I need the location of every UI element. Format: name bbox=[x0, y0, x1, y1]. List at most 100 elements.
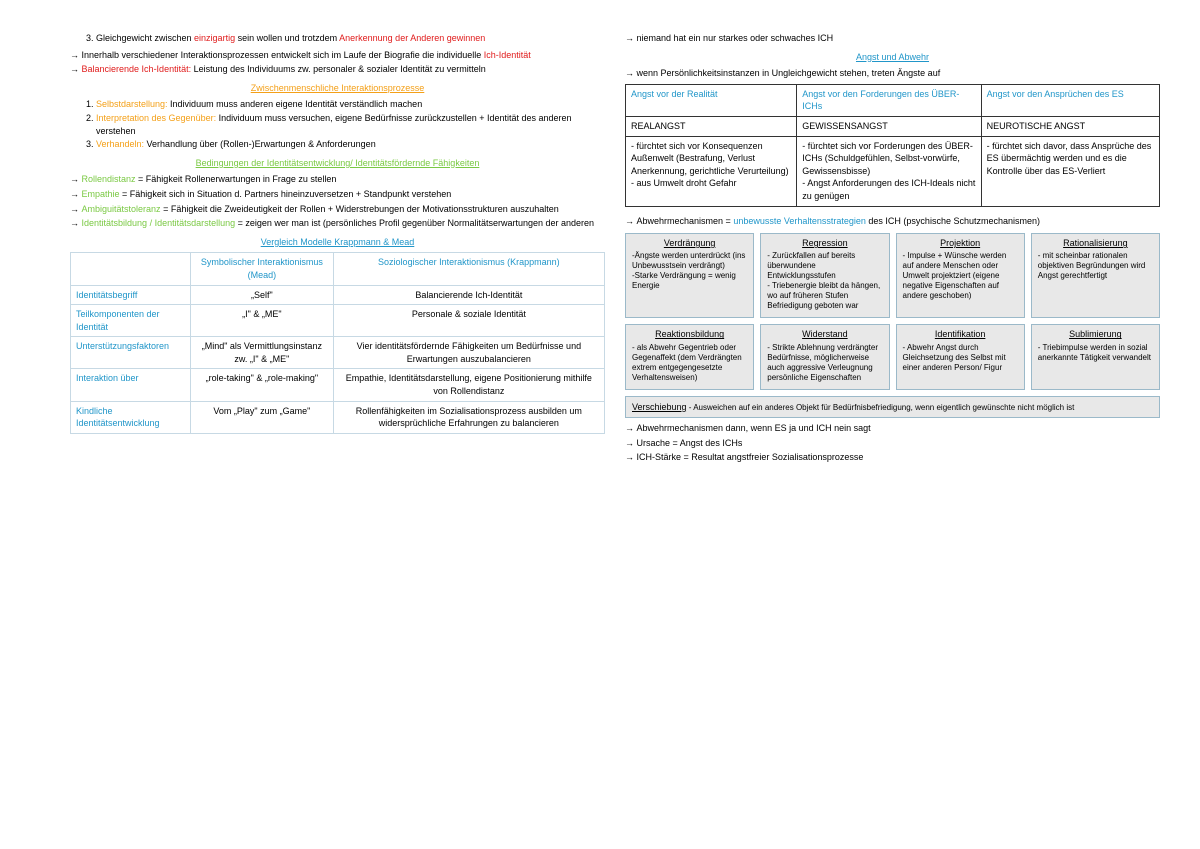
term: Interpretation des Gegenüber: bbox=[96, 113, 216, 123]
table-cell: Vom „Play" zum „Game" bbox=[190, 401, 333, 433]
bullet-line: Rollendistanz = Fähigkeit Rollenerwartun… bbox=[70, 173, 605, 186]
text: ICH-Stärke = Resultat angstfreier Sozial… bbox=[637, 452, 864, 462]
term: Identitätsbildung / Identitätsdarstellun… bbox=[82, 218, 236, 228]
table-cell: Balancierende Ich-Identität bbox=[333, 285, 604, 305]
mechanism-body: - Triebimpulse werden in sozial anerkann… bbox=[1038, 343, 1153, 363]
bullet-line: wenn Persönlichkeitsinstanzen in Ungleic… bbox=[625, 67, 1160, 80]
term: Rollendistanz bbox=[82, 174, 136, 184]
mechanism-title: Identifikation bbox=[903, 329, 1018, 340]
table-cell: Personale & soziale Identität bbox=[333, 305, 604, 337]
text: wenn Persönlichkeitsinstanzen in Ungleic… bbox=[637, 68, 941, 78]
text: sein wollen und trotzdem bbox=[235, 33, 339, 43]
table-row: Kindliche IdentitätsentwicklungVom „Play… bbox=[71, 401, 605, 433]
term: Empathie bbox=[82, 189, 120, 199]
bullet-line: Innerhalb verschiedener Interaktionsproz… bbox=[70, 49, 605, 62]
text: des ICH (psychische Schutzmechanismen) bbox=[866, 216, 1040, 226]
table-row: Identitätsbegriff„Self"Balancierende Ich… bbox=[71, 285, 605, 305]
table-cell: REALANGST bbox=[626, 116, 797, 136]
term: Ambiguitätstoleranz bbox=[82, 204, 161, 214]
table-cell: - fürchtet sich davor, dass Ansprüche de… bbox=[981, 136, 1159, 206]
text: = Fähigkeit sich in Situation d. Partner… bbox=[120, 189, 452, 199]
mechanism-title: Verschiebung bbox=[632, 402, 687, 412]
table-row: REALANGST GEWISSENSANGST NEUROTISCHE ANG… bbox=[626, 116, 1160, 136]
interaction-list: Selbstdarstellung: Individuum muss ander… bbox=[70, 98, 605, 150]
text: Abwehrmechanismen dann, wenn ES ja und I… bbox=[637, 423, 871, 433]
table-cell: „Self" bbox=[190, 285, 333, 305]
bullet-line: Abwehrmechanismen = unbewusste Verhalten… bbox=[625, 215, 1160, 228]
mechanism-title: Projektion bbox=[903, 238, 1018, 249]
mechanisms-grid: Verdrängung-Ängste werden unterdrückt (i… bbox=[625, 233, 1160, 390]
table-row: Interaktion über„role-taking" & „role-ma… bbox=[71, 369, 605, 401]
text: = zeigen wer man ist (persönliches Profi… bbox=[235, 218, 594, 228]
list-item: Verhandeln: Verhandlung über (Rollen-)Er… bbox=[96, 138, 605, 151]
heading-text: Bedingungen der Identitätsentwicklung/ I… bbox=[196, 158, 480, 168]
table-cell: „I" & „ME" bbox=[190, 305, 333, 337]
mechanism-box: Reaktionsbildung - als Abwehr Gegentrieb … bbox=[625, 324, 754, 389]
table-header: Angst vor den Ansprüchen des ES bbox=[981, 84, 1159, 116]
table-cell: GEWISSENSANGST bbox=[797, 116, 981, 136]
angst-table: Angst vor der Realität Angst vor den For… bbox=[625, 84, 1160, 207]
text: Verhandlung über (Rollen-)Erwartungen & … bbox=[144, 139, 376, 149]
mechanism-box: Widerstand- Strikte Ablehnung verdrängte… bbox=[760, 324, 889, 389]
list-item: Gleichgewicht zwischen einzigartig sein … bbox=[96, 32, 605, 45]
table-header: Angst vor der Realität bbox=[626, 84, 797, 116]
mechanism-title: Regression bbox=[767, 238, 882, 249]
text: Abwehrmechanismen = bbox=[637, 216, 734, 226]
row-label: Kindliche Identitätsentwicklung bbox=[71, 401, 191, 433]
row-label: Unterstützungsfaktoren bbox=[71, 337, 191, 369]
row-label: Teilkomponenten der Identität bbox=[71, 305, 191, 337]
heading-text: Angst und Abwehr bbox=[856, 52, 929, 62]
right-column: niemand hat ein nur starkes oder schwach… bbox=[625, 30, 1160, 466]
heading-text: Vergleich Modelle Krappmann & Mead bbox=[261, 237, 415, 247]
bullet-line: Balancierende Ich-Identität: Leistung de… bbox=[70, 63, 605, 76]
table-cell: NEUROTISCHE ANGST bbox=[981, 116, 1159, 136]
section-heading: Vergleich Modelle Krappmann & Mead bbox=[70, 236, 605, 249]
table-cell: Rollenfähigkeiten im Sozialisationsproze… bbox=[333, 401, 604, 433]
bullet-line: Ambiguitätstoleranz = Fähigkeit die Zwei… bbox=[70, 203, 605, 216]
mechanism-body: - als Abwehr Gegentrieb oder Gegenaffekt… bbox=[632, 343, 747, 383]
table-header: Soziologischer Interaktionismus (Krappma… bbox=[333, 253, 604, 285]
bullet-line: Abwehrmechanismen dann, wenn ES ja und I… bbox=[625, 422, 1160, 435]
row-label: Interaktion über bbox=[71, 369, 191, 401]
left-column: Gleichgewicht zwischen einzigartig sein … bbox=[70, 30, 605, 466]
term: Verhandeln: bbox=[96, 139, 144, 149]
heading-text: Zwischenmenschliche Interaktionsprozesse bbox=[251, 83, 425, 93]
comparison-table: Symbolischer Interaktionismus (Mead) Soz… bbox=[70, 252, 605, 434]
table-cell: Vier identitätsfördernde Fähigkeiten um … bbox=[333, 337, 604, 369]
highlight-text: einzigartig bbox=[194, 33, 235, 43]
table-header: Symbolischer Interaktionismus (Mead) bbox=[190, 253, 333, 285]
table-row: Unterstützungsfaktoren„Mind" als Vermitt… bbox=[71, 337, 605, 369]
mechanism-box: Regression- Zurückfallen auf bereits übe… bbox=[760, 233, 889, 318]
mechanism-box: Sublimierung- Triebimpulse werden in soz… bbox=[1031, 324, 1160, 389]
text: niemand hat ein nur starkes oder schwach… bbox=[637, 33, 834, 43]
text: Gleichgewicht zwischen bbox=[96, 33, 194, 43]
table-row: Teilkomponenten der Identität„I" & „ME"P… bbox=[71, 305, 605, 337]
text: Innerhalb verschiedener Interaktionsproz… bbox=[82, 50, 484, 60]
section-heading: Bedingungen der Identitätsentwicklung/ I… bbox=[70, 157, 605, 170]
mechanism-body: -Ängste werden unterdrückt (ins Unbewuss… bbox=[632, 251, 747, 291]
table-cell: - fürchtet sich vor Konsequenzen Außenwe… bbox=[626, 136, 797, 206]
table-header bbox=[71, 253, 191, 285]
table-header: Angst vor den Forderungen des ÜBER-ICHs bbox=[797, 84, 981, 116]
table-header-row: Symbolischer Interaktionismus (Mead) Soz… bbox=[71, 253, 605, 285]
text: Individuum muss anderen eigene Identität… bbox=[168, 99, 423, 109]
bullet-line: ICH-Stärke = Resultat angstfreier Sozial… bbox=[625, 451, 1160, 464]
mechanism-title: Reaktionsbildung bbox=[632, 329, 747, 340]
text: Leistung des Individuums zw. personaler … bbox=[191, 64, 486, 74]
mechanism-wide-box: Verschiebung - Ausweichen auf ein andere… bbox=[625, 396, 1160, 419]
bullet-line: Ursache = Angst des ICHs bbox=[625, 437, 1160, 450]
highlight-text: Ich-Identität bbox=[484, 50, 531, 60]
mechanism-body: - Abwehr Angst durch Gleichsetzung des S… bbox=[903, 343, 1018, 373]
mechanism-body: - Impulse + Wünsche werden auf andere Me… bbox=[903, 251, 1018, 301]
mechanism-body: - Strikte Ablehnung verdrängter Bedürfni… bbox=[767, 343, 882, 383]
table-header-row: Angst vor der Realität Angst vor den For… bbox=[626, 84, 1160, 116]
section-heading: Zwischenmenschliche Interaktionsprozesse bbox=[70, 82, 605, 95]
bullet-line: niemand hat ein nur starkes oder schwach… bbox=[625, 32, 1160, 45]
section-heading: Angst und Abwehr bbox=[625, 51, 1160, 64]
table-cell: Empathie, Identitätsdarstellung, eigene … bbox=[333, 369, 604, 401]
highlight-text: Anerkennung der Anderen gewinnen bbox=[339, 33, 485, 43]
table-cell: „Mind" als Vermittlungsinstanz zw. „I" &… bbox=[190, 337, 333, 369]
document-page: Gleichgewicht zwischen einzigartig sein … bbox=[0, 0, 1200, 486]
top-list: Gleichgewicht zwischen einzigartig sein … bbox=[70, 32, 605, 45]
text: = Fähigkeit Rollenerwartungen in Frage z… bbox=[136, 174, 337, 184]
